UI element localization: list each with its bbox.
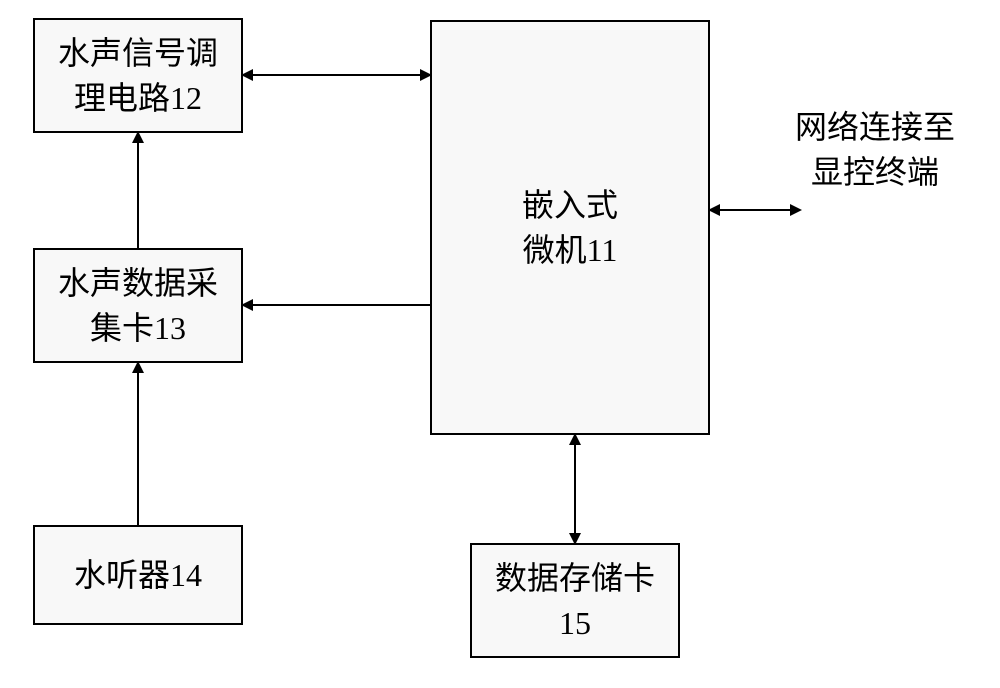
node-data-storage-card: 数据存储卡 15	[470, 543, 680, 658]
node-label: 嵌入式 微机11	[522, 183, 618, 273]
node-embedded-microcomputer: 嵌入式 微机11	[430, 20, 710, 435]
node-label: 水声数据采 集卡13	[58, 261, 218, 351]
node-hydrophone: 水听器14	[33, 525, 243, 625]
node-label: 水声信号调 理电路12	[58, 31, 218, 121]
external-network-label: 网络连接至 显控终端	[795, 105, 955, 195]
node-label: 数据存储卡 15	[495, 556, 655, 646]
node-data-acquisition-card: 水声数据采 集卡13	[33, 248, 243, 363]
node-label: 水听器14	[74, 553, 202, 598]
node-signal-conditioning-circuit: 水声信号调 理电路12	[33, 18, 243, 133]
